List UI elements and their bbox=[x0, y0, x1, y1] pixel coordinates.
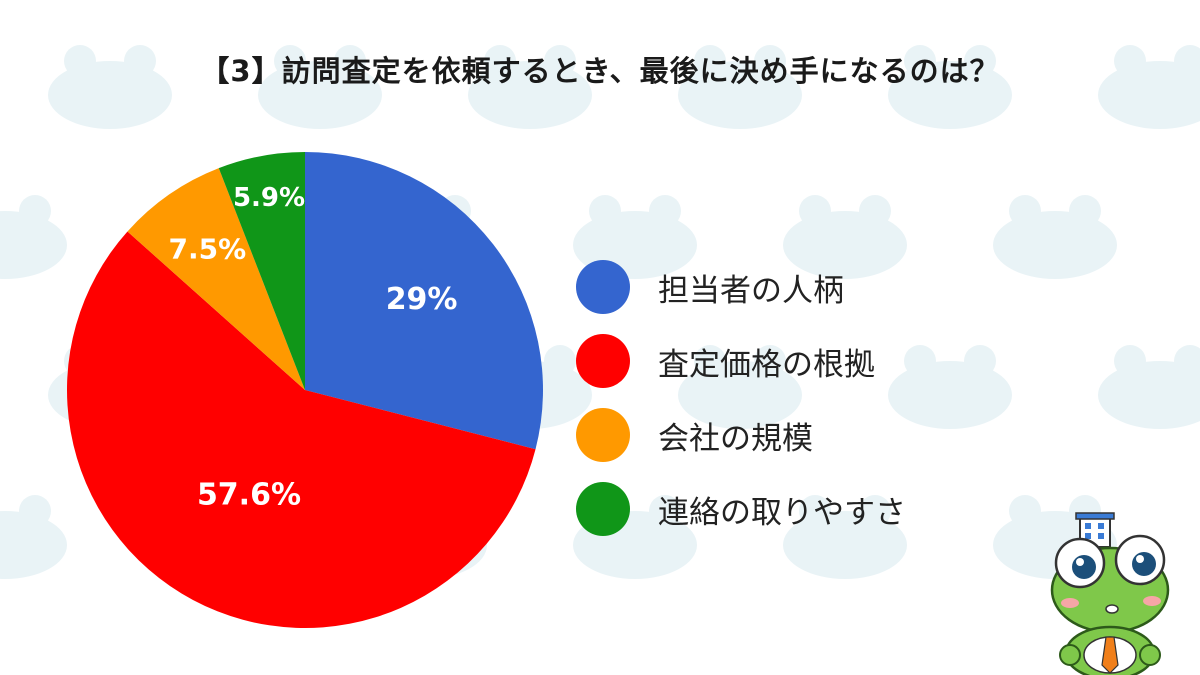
pie-slice-4 bbox=[218, 152, 305, 390]
legend-label-3: 会社の規模 bbox=[658, 420, 813, 457]
pattern-shape bbox=[0, 195, 67, 279]
chart-title: 【3】訪問査定を依頼するとき、最後に決め手になるのは？ bbox=[200, 54, 1000, 88]
pie-slice-1 bbox=[305, 152, 543, 450]
pattern-shape bbox=[468, 45, 592, 129]
legend-swatch-2 bbox=[576, 334, 630, 388]
pattern-shape bbox=[783, 195, 907, 279]
pattern-shape bbox=[1098, 345, 1200, 429]
pattern-shape bbox=[993, 195, 1117, 279]
legend-item-1: 担当者の人柄 bbox=[576, 250, 906, 324]
legend-item-3: 会社の規模 bbox=[576, 398, 906, 472]
pattern-shape bbox=[678, 345, 802, 429]
slice-label-1: 29% bbox=[386, 282, 458, 317]
slice-label-4: 5.9% bbox=[233, 183, 305, 213]
pattern-shape bbox=[783, 495, 907, 579]
legend-item-2: 査定価格の根拠 bbox=[576, 324, 906, 398]
pattern-shape bbox=[1098, 45, 1200, 129]
pie-slice-2 bbox=[67, 231, 536, 629]
pattern-shape bbox=[888, 345, 1012, 429]
legend-label-1: 担当者の人柄 bbox=[658, 272, 844, 309]
frog-mascot-icon bbox=[1050, 512, 1170, 675]
legend-label-4: 連絡の取りやすさ bbox=[658, 494, 906, 531]
legend-label-2: 査定価格の根拠 bbox=[658, 346, 875, 383]
pattern-shape bbox=[678, 45, 802, 129]
pie-slice-3 bbox=[127, 168, 306, 390]
legend-swatch-3 bbox=[576, 408, 630, 462]
legend: 担当者の人柄 査定価格の根拠 会社の規模 連絡の取りやすさ bbox=[576, 250, 906, 546]
pattern-shape bbox=[258, 45, 382, 129]
pattern-shape bbox=[48, 45, 172, 129]
pattern-shape bbox=[0, 495, 67, 579]
slice-label-2: 57.6% bbox=[197, 477, 301, 512]
legend-item-4: 連絡の取りやすさ bbox=[576, 472, 906, 546]
legend-swatch-1 bbox=[576, 260, 630, 314]
legend-swatch-4 bbox=[576, 482, 630, 536]
pattern-shape bbox=[888, 45, 1012, 129]
slice-label-3: 7.5% bbox=[169, 233, 247, 266]
